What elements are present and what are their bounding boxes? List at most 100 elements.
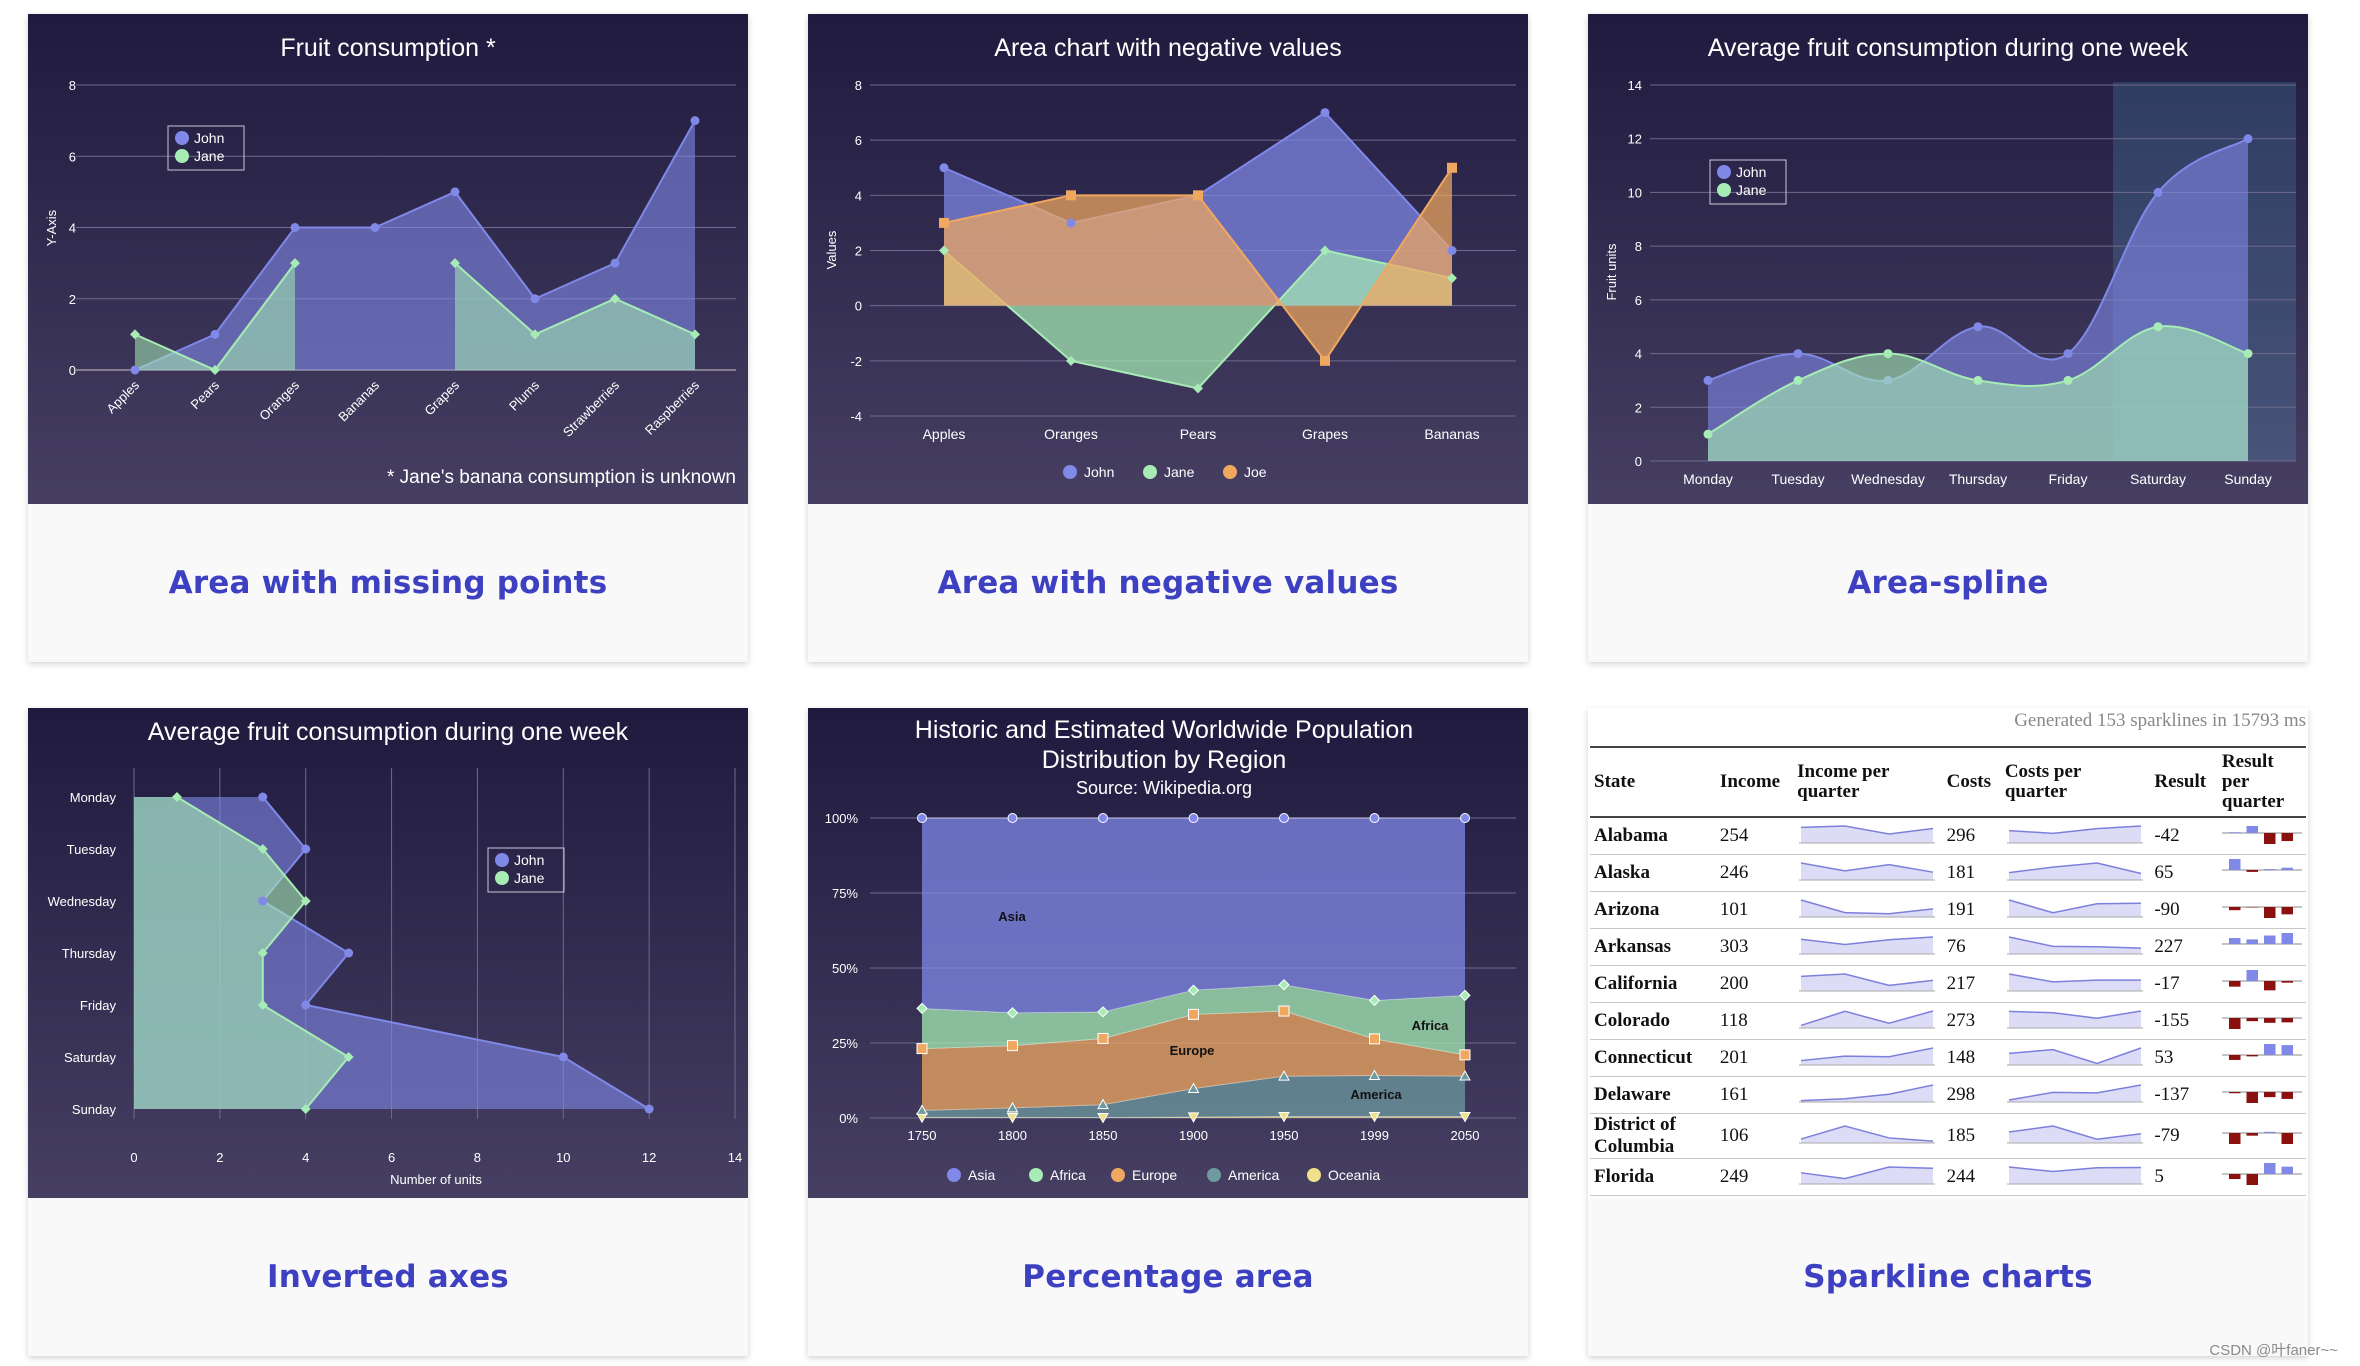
- legend-label-africa: Africa: [1050, 1167, 1086, 1183]
- y-tick-label: 8: [69, 78, 76, 93]
- sparkline-column: [2281, 933, 2293, 944]
- sparkline-area: [1799, 973, 1936, 992]
- point-oceania: [1097, 1113, 1109, 1124]
- y-tick-label: Sunday: [72, 1102, 117, 1117]
- card-title-inverted[interactable]: Inverted axes: [267, 1259, 509, 1295]
- income-sparkline-cell: [1793, 1076, 1943, 1114]
- legend-label-america: America: [1228, 1167, 1280, 1183]
- card-sparkline-charts[interactable]: Generated 153 sparklines in 15793 ms Sta…: [1588, 708, 2308, 1356]
- point-jane: [2063, 375, 2073, 385]
- y-tick-label: Monday: [70, 790, 117, 805]
- sparkline-line: [1801, 1084, 1934, 1102]
- legend-label-jane: Jane: [1164, 464, 1195, 480]
- sparkline-line: [1800, 1125, 1934, 1142]
- point-john: [1066, 218, 1076, 228]
- x-tick-label: 12: [642, 1150, 656, 1165]
- sparkline-fill: [1801, 937, 1934, 954]
- y-tick-label: 0: [1635, 454, 1642, 469]
- costs-cell: 76: [1942, 928, 2001, 966]
- point-john: [210, 329, 220, 339]
- point-america: [916, 1104, 928, 1115]
- sparkline-area: [1799, 862, 1936, 881]
- point-europe: [1278, 1005, 1290, 1017]
- state-cell: Alaska: [1590, 854, 1716, 892]
- series-area-joe: [944, 167, 1452, 361]
- income-sparkline-cell: [1793, 1039, 1943, 1077]
- income-sparkline-cell: [1793, 965, 1943, 1003]
- result-cell: -42: [2150, 817, 2218, 855]
- chart-title: Area chart with negative values: [994, 34, 1341, 62]
- sparkline-area: [2006, 1125, 2143, 1144]
- income-sparkline-cell: [1793, 891, 1943, 929]
- point-john: [558, 1052, 568, 1062]
- y-tick-label: 2: [855, 244, 862, 259]
- point-jane: [690, 329, 700, 340]
- table-row: Arkansas 303 76 227: [1590, 928, 2306, 966]
- sparkline-area: [2006, 825, 2143, 844]
- table-row: Connecticut 201 148 53: [1590, 1039, 2306, 1077]
- sparkline-column: [2263, 1044, 2276, 1055]
- income-cell: 101: [1715, 891, 1794, 929]
- card-percentage-area[interactable]: Historic and Estimated Worldwide Populat…: [808, 708, 1528, 1356]
- sparkline-area: [1799, 1084, 1936, 1103]
- point-oceania: [1278, 1111, 1290, 1123]
- point-asia: [1098, 813, 1108, 823]
- sparkline-column: [2228, 1133, 2241, 1144]
- point-asia: [917, 813, 927, 823]
- card-title-area-missing[interactable]: Area with missing points: [168, 565, 608, 601]
- x-tick-label: 1850: [1089, 1128, 1118, 1143]
- x-tick-label: Apples: [923, 426, 966, 442]
- card-area-missing-points[interactable]: Fruit consumption * 0 2 4 6 8 Y-Axis Apples Pear…: [28, 14, 748, 662]
- card-area-negative-values[interactable]: Area chart with negative values -4 -2 0 2 4 6 8…: [808, 14, 1528, 662]
- result-sparkline-cell: [2217, 891, 2306, 929]
- point-oceania: [1187, 1112, 1200, 1123]
- point-africa: [1187, 984, 1200, 996]
- sparkline-column: [2246, 1018, 2258, 1022]
- sparkline-fill: [1801, 863, 1934, 880]
- series-line-jane: [454, 262, 696, 336]
- card-title-percentage[interactable]: Percentage area: [1022, 1259, 1314, 1295]
- legend-box: [167, 125, 245, 171]
- sparkline-line: [1801, 825, 1934, 835]
- legend-marker-john: [175, 131, 189, 145]
- card-title-area-spline[interactable]: Area-spline: [1847, 565, 2049, 601]
- y-tick-label: 2: [69, 292, 76, 307]
- state-cell: Arizona: [1590, 891, 1716, 929]
- point-africa: [1278, 979, 1290, 991]
- income-cell: 303: [1715, 928, 1794, 966]
- y-tick-label: 50%: [832, 961, 858, 976]
- sparkline-table: State Income Income per quarter Costs Costs …: [1590, 746, 2306, 1198]
- sparkline-column: [2228, 981, 2241, 987]
- sparkline-column: [2263, 869, 2276, 870]
- x-tick-label: Oranges: [1044, 426, 1098, 442]
- sparkline-column: [2281, 981, 2293, 983]
- point-europe: [1007, 1040, 1018, 1052]
- card-title-sparkline[interactable]: Sparkline charts: [1803, 1259, 2093, 1295]
- sparkline-line: [1801, 1166, 1934, 1180]
- costs-cell: 298: [1942, 1076, 2001, 1114]
- chart-credits: * Jane's banana consumption is unknown: [387, 467, 736, 488]
- card-title-area-negative[interactable]: Area with negative values: [937, 565, 1399, 601]
- label-america: America: [1350, 1087, 1402, 1102]
- sparkline-column: [2228, 1018, 2241, 1029]
- y-tick-label: 0: [855, 299, 862, 314]
- y-tick-label: Wednesday: [48, 894, 117, 909]
- point-john: [1320, 108, 1330, 118]
- table-row: Alaska 246 181 65: [1590, 854, 2306, 892]
- point-john: [301, 1000, 311, 1010]
- card-inverted-axes[interactable]: Average fruit consumption during one wee…: [28, 708, 748, 1356]
- legend-marker-jane: [495, 871, 509, 885]
- card-area-spline[interactable]: Average fruit consumption during one wee…: [1588, 14, 2308, 662]
- result-cell: -90: [2150, 891, 2218, 929]
- y-tick-label: 75%: [832, 886, 858, 901]
- x-tick-label: 1999: [1360, 1128, 1389, 1143]
- sparkline-area: [2006, 973, 2143, 992]
- sparkline-fill: [1801, 1126, 1934, 1143]
- sparkline-columns: [2221, 1131, 2302, 1144]
- costs-sparkline-cell: [2000, 1076, 2151, 1114]
- series-line-john: [134, 120, 696, 371]
- income-sparkline-cell: [1793, 854, 1943, 892]
- costs-cell: 217: [1942, 965, 2001, 1003]
- sparkline-column: [2228, 1055, 2241, 1060]
- legend-marker-jane: [1143, 465, 1157, 479]
